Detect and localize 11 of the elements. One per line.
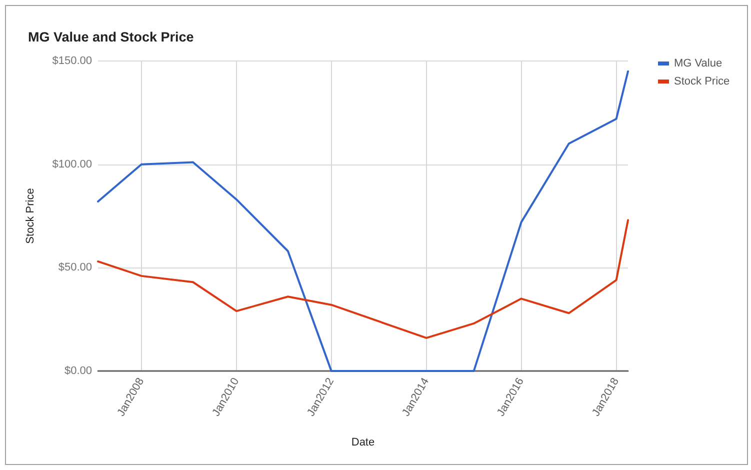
y-axis-title: Stock Price <box>24 188 36 244</box>
y-tick-label: $0.00 <box>64 365 92 377</box>
line-series <box>97 219 629 339</box>
legend-label: MG Value <box>674 58 722 70</box>
legend-label: Stock Price <box>674 76 730 88</box>
y-tick-label: $100.00 <box>52 158 92 170</box>
y-tick-label: $50.00 <box>58 262 92 274</box>
y-tick-label: $150.00 <box>52 55 92 67</box>
x-axis-title: Date <box>351 436 375 448</box>
chart-title: MG Value and Stock Price <box>28 30 194 44</box>
line-series <box>97 70 629 372</box>
